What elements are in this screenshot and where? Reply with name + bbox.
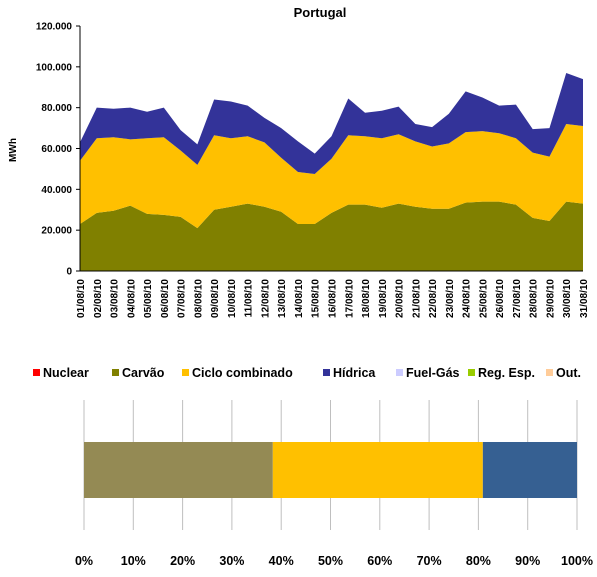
legend-label: Nuclear	[43, 366, 89, 380]
x-tick-label: 01/08/10	[76, 279, 87, 318]
x-tick-label: 20/08/10	[395, 279, 406, 318]
x-tick-label: 50%	[318, 554, 343, 568]
y-tick-label: 60.000	[41, 144, 72, 155]
x-tick-label: 100%	[561, 554, 593, 568]
x-tick-label: 03/08/10	[110, 279, 121, 318]
chart-title: Portugal	[294, 5, 347, 20]
legend-label: Carvão	[122, 366, 165, 380]
x-tick-label: 60%	[367, 554, 392, 568]
x-tick-label: 20%	[170, 554, 195, 568]
legend-label: Fuel-Gás	[406, 366, 460, 380]
x-tick-label: 90%	[515, 554, 540, 568]
x-tick-label: 19/08/10	[378, 279, 389, 318]
x-tick-label: 14/08/10	[294, 279, 305, 318]
x-tick-label: 26/08/10	[495, 279, 506, 318]
x-tick-label: 10/08/10	[227, 279, 238, 318]
y-tick-label: 100.000	[36, 62, 73, 73]
y-tick-label: 120.000	[36, 22, 73, 33]
x-tick-label: 16/08/10	[328, 279, 339, 318]
legend-swatch	[546, 369, 553, 376]
x-tick-label: 06/08/10	[160, 279, 171, 318]
x-tick-label: 24/08/10	[462, 279, 473, 318]
bar-segment	[272, 442, 483, 498]
y-axis-label: MWh	[8, 138, 19, 162]
x-tick-label: 0%	[75, 554, 93, 568]
x-tick-label: 30/08/10	[562, 279, 573, 318]
x-tick-label: 80%	[466, 554, 491, 568]
x-tick-label: 17/08/10	[344, 279, 355, 318]
x-tick-label: 13/08/10	[277, 279, 288, 318]
legend-label: Hídrica	[333, 366, 376, 380]
bar-segment	[482, 442, 577, 498]
x-tick-label: 11/08/10	[244, 279, 255, 318]
x-tick-label: 40%	[269, 554, 294, 568]
x-tick-label: 12/08/10	[260, 279, 271, 318]
x-tick-label: 07/08/10	[177, 279, 188, 318]
y-tick-label: 20.000	[41, 226, 72, 237]
y-tick-label: 0	[66, 267, 72, 278]
x-tick-label: 02/08/10	[93, 279, 104, 318]
legend-swatch	[396, 369, 403, 376]
legend-label: Out.	[556, 366, 581, 380]
x-tick-label: 05/08/10	[143, 279, 154, 318]
x-tick-label: 18/08/10	[361, 279, 372, 318]
x-tick-label: 23/08/10	[445, 279, 456, 318]
legend-label: Reg. Esp.	[478, 366, 535, 380]
legend-swatch	[323, 369, 330, 376]
legend-swatch	[182, 369, 189, 376]
legend-swatch	[33, 369, 40, 376]
legend-swatch	[112, 369, 119, 376]
x-tick-label: 27/08/10	[512, 279, 523, 318]
x-tick-label: 30%	[219, 554, 244, 568]
bar-segment	[84, 442, 273, 498]
x-tick-label: 29/08/10	[545, 279, 556, 318]
x-tick-label: 08/08/10	[193, 279, 204, 318]
legend-label: Ciclo combinado	[192, 366, 293, 380]
x-tick-label: 15/08/10	[311, 279, 322, 318]
area	[80, 72, 583, 175]
x-tick-label: 21/08/10	[411, 279, 422, 318]
x-tick-label: 10%	[121, 554, 146, 568]
x-tick-label: 28/08/10	[529, 279, 540, 318]
y-tick-label: 80.000	[41, 103, 72, 114]
y-tick-label: 40.000	[41, 185, 72, 196]
legend-swatch	[468, 369, 475, 376]
x-tick-label: 31/08/10	[579, 279, 590, 318]
x-tick-label: 70%	[417, 554, 442, 568]
x-tick-label: 25/08/10	[478, 279, 489, 318]
x-tick-label: 22/08/10	[428, 279, 439, 318]
x-tick-label: 04/08/10	[126, 279, 137, 318]
x-tick-label: 09/08/10	[210, 279, 221, 318]
